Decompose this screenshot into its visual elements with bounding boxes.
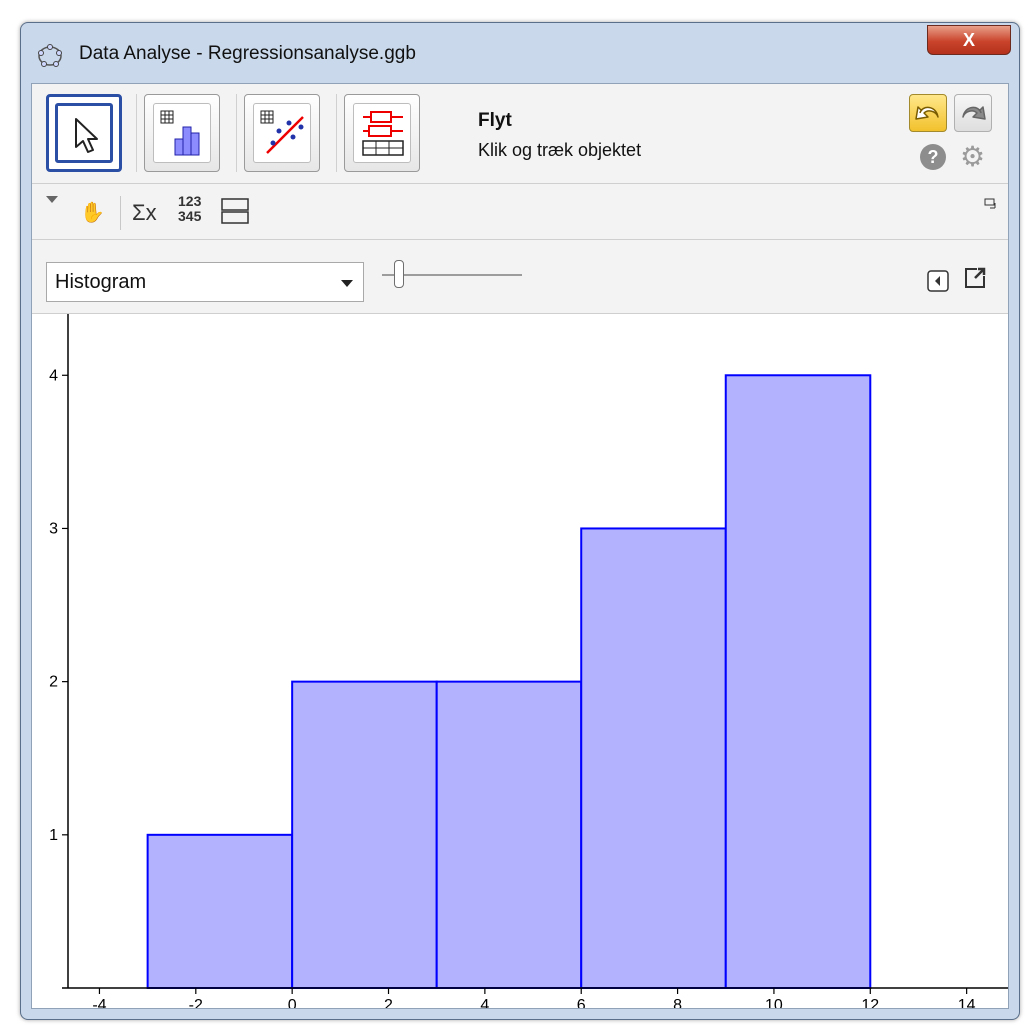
x-tick-label-6: 8 [673,997,682,1009]
data-numbers-top: 123 [178,193,202,209]
dropdown-arrow-icon [341,280,353,287]
control-bar: Histogram [32,240,1008,314]
x-tick-label-5: 6 [577,997,586,1009]
close-button[interactable]: X [927,25,1011,55]
histogram-icon [160,110,200,156]
regression-tool-button[interactable] [244,94,320,172]
app-icon [38,44,62,67]
x-tick-label-8: 12 [861,997,879,1009]
hand-icon[interactable]: ✋ [80,202,105,224]
y-tick-label-2: 3 [49,520,58,537]
move-tool-button[interactable] [46,94,122,172]
toolbar: Flyt Klik og træk objektet ? ⚙ [32,84,1008,184]
undo-icon [915,106,939,120]
active-tool-help: Klik og træk objektet [478,140,642,160]
slider-thumb[interactable] [394,260,404,288]
statistics-sigma-icon[interactable]: Σx [132,200,157,225]
help-button[interactable]: ? [920,144,946,170]
settings-gear-icon[interactable]: ⚙ [960,141,986,172]
histogram-bar-2 [435,680,583,989]
x-tick-label-0: -4 [92,997,106,1009]
histogram-bar-4 [724,374,872,990]
popout-window-icon[interactable] [963,266,987,290]
active-tool-name: Flyt [478,110,512,131]
data-numbers-icon[interactable]: 123 345 [178,194,201,224]
undo-button[interactable] [909,94,947,132]
client-area: Flyt Klik og træk objektet ? ⚙ ✋ Σx 123 [31,83,1009,1009]
scatter-regression-icon [260,110,304,154]
y-tick-label-1: 2 [49,674,58,691]
cursor-arrow-icon [75,118,98,153]
style-bar: ✋ Σx 123 345 [32,184,1008,240]
x-tick-label-9: 14 [958,997,976,1009]
title-bar[interactable]: Data Analyse - Regressionsanalyse.ggb X [21,23,1019,83]
x-tick-label-3: 2 [384,997,393,1009]
plot-type-value: Histogram [55,271,147,293]
stack-view-icon[interactable] [220,196,250,226]
x-tick-label-4: 4 [480,997,489,1009]
y-tick-label-3: 4 [49,367,58,384]
x-tick-label-1: -2 [189,997,203,1009]
histogram-plot-area[interactable]: -4 -2 0 2 4 6 8 10 12 14 1 2 3 4 [32,314,1008,1009]
data-numbers-bottom: 345 [178,208,202,224]
close-icon: X [962,29,975,50]
histogram-bar-3 [580,527,727,989]
app-window: Data Analyse - Regressionsanalyse.ggb X [20,22,1020,1020]
histogram-bar-0 [146,833,294,989]
boxplot-icon [362,111,404,156]
minimize-view-icon[interactable] [984,198,998,210]
y-tick-label-0: 1 [49,827,58,844]
menu-triangle-icon[interactable] [46,196,58,203]
window-title: Data Analyse - Regressionsanalyse.ggb [79,43,416,64]
x-tick-label-2: 0 [288,997,297,1009]
collapse-panel-icon[interactable] [927,270,949,292]
x-tick-label-7: 10 [765,997,783,1009]
plot-type-select[interactable]: Histogram [46,262,364,302]
histogram-tool-button[interactable] [144,94,220,172]
slider-track[interactable] [382,274,522,276]
redo-button[interactable] [954,94,992,132]
help-icon: ? [927,147,939,167]
histogram-bar-1 [291,680,438,989]
redo-icon [962,106,986,120]
boxplot-tool-button[interactable] [344,94,420,172]
